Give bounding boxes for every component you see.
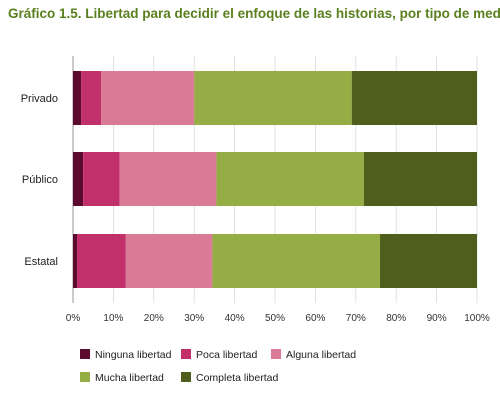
legend-swatch (181, 372, 191, 382)
category-label: Público (22, 174, 58, 186)
bar-segment (216, 152, 364, 206)
x-axis-ticks: 0% 10% 20% 30% 40% 50% 60% 70% 80% 90% 100% (66, 313, 490, 324)
bar-segment (81, 71, 102, 125)
bar-segment (119, 152, 217, 206)
x-tick-label: 20% (144, 313, 164, 324)
legend-label: Poca libertad (196, 349, 257, 361)
bar-segment (212, 234, 381, 288)
x-tick-label: 0% (66, 313, 81, 324)
bar-segment (77, 234, 126, 288)
category-label: Privado (21, 93, 58, 105)
bar-segment (194, 71, 352, 125)
category-labels: Privado Público Estatal (21, 93, 58, 268)
x-tick-label: 90% (427, 313, 447, 324)
legend-swatch (271, 349, 281, 359)
bar-segment (101, 71, 195, 125)
x-tick-label: 50% (265, 313, 285, 324)
x-tick-label: 100% (464, 313, 490, 324)
bar-segment (73, 152, 84, 206)
x-tick-label: 80% (386, 313, 406, 324)
legend-swatch (80, 349, 90, 359)
category-label: Estatal (24, 256, 58, 268)
legend-label: Ninguna libertad (95, 349, 172, 361)
x-tick-label: 40% (225, 313, 245, 324)
chart-title: Gráfico 1.5. Libertad para decidir el en… (8, 6, 500, 21)
bar-segment (380, 234, 477, 288)
bar-segment (363, 152, 477, 206)
bars (73, 71, 477, 288)
bar-segment (73, 71, 82, 125)
x-tick-label: 30% (184, 313, 204, 324)
legend-label: Completa libertad (196, 372, 278, 384)
legend: Ninguna libertad Poca libertad Alguna libe… (80, 349, 356, 384)
x-tick-label: 60% (305, 313, 325, 324)
legend-swatch (80, 372, 90, 382)
legend-label: Mucha libertad (95, 372, 164, 384)
bar-segment (351, 71, 477, 125)
legend-label: Alguna libertad (286, 349, 356, 361)
bar-segment (83, 152, 120, 206)
x-tick-label: 70% (346, 313, 366, 324)
bar-segment (73, 234, 78, 288)
legend-swatch (181, 349, 191, 359)
bar-segment (125, 234, 213, 288)
x-tick-label: 10% (103, 313, 123, 324)
